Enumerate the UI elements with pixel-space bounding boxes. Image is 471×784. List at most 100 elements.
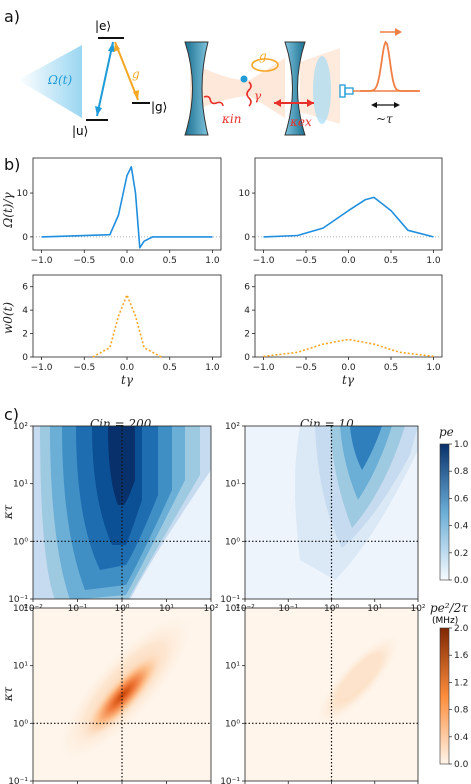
ytick-label-c0: 10⁰ — [13, 537, 28, 547]
ket-u: |u⟩ — [72, 124, 88, 138]
xtick-label-b1: 0.5 — [384, 256, 398, 266]
ytick-label-c2: 10⁻¹ — [8, 777, 28, 784]
ytick-label-b3: 4 — [244, 306, 250, 316]
cavity-field — [190, 58, 285, 118]
ytick-label-c1: 10⁰ — [225, 537, 240, 547]
ytick-label-b2: 2 — [22, 330, 28, 340]
ytick-label-b2: 6 — [22, 283, 28, 293]
panel-label-a: a) — [4, 7, 20, 26]
xtick-label-b1: 1.0 — [426, 256, 441, 266]
ytick-label-c0: 10¹ — [13, 480, 28, 490]
xtick-label-b2: 0.0 — [120, 363, 135, 373]
xtick-label-b0: 0.0 — [120, 256, 135, 266]
colorbar-rate-tick-label: 1.2 — [454, 678, 468, 688]
xtick-label-b2: −0.5 — [73, 363, 95, 373]
ytick-label-c3: 10⁰ — [225, 719, 240, 729]
ylabel-kappatau-top: κτ — [1, 504, 15, 520]
xtick-label-b3: 0.0 — [341, 363, 356, 373]
tau-label: ~τ — [376, 112, 393, 126]
panel-label-b: b) — [4, 155, 20, 174]
series-omega-pulse-right — [263, 196, 434, 238]
xlabel-tgamma-left: tγ — [121, 373, 134, 387]
ytick-label-b0: 10 — [17, 189, 29, 199]
g-label: g — [132, 67, 140, 81]
ket-e: |e⟩ — [95, 19, 111, 33]
colorbar-rate-tick-label: 1.6 — [454, 651, 469, 661]
series-w0-left — [92, 294, 162, 358]
ytick-label-c3: 10² — [225, 604, 240, 614]
colorbar-pe-label: pe — [439, 425, 454, 439]
output-pulse — [360, 40, 420, 92]
ytick-label-c3: 10¹ — [225, 662, 240, 672]
colorbar-rate-tick-label: 0.4 — [454, 733, 469, 743]
xtick-label-c0: 10⁻¹ — [68, 604, 88, 614]
gamma-wiggle — [246, 81, 252, 107]
ytick-label-b3: 0 — [244, 353, 250, 363]
kappa-ex-label: κex — [289, 115, 312, 129]
ytick-label-b1: 10 — [239, 189, 251, 199]
ylabel-omega: Ω(t)/γ — [1, 192, 15, 229]
xtick-label-b3: 0.5 — [384, 363, 398, 373]
lens — [313, 56, 331, 124]
colorbar-pe-tick-label: 0.8 — [454, 467, 469, 477]
fiber-coupler — [339, 84, 346, 98]
colorbar-rate-tick-label: 0.0 — [454, 760, 469, 770]
series-w0-right — [263, 338, 434, 358]
g-loop — [251, 58, 279, 72]
kappa-in-label: κin — [221, 112, 241, 126]
plot-frame-b2 — [32, 274, 222, 358]
heatmap-pe-cin10 — [245, 426, 418, 599]
xtick-label-b0: 0.5 — [163, 256, 177, 266]
xtick-label-b0: −1.0 — [31, 256, 53, 266]
omega-label: Ω(t) — [47, 73, 72, 87]
xtick-label-b2: 0.5 — [163, 363, 177, 373]
colorbar-pe-tick-label: 1.0 — [454, 440, 469, 450]
series-omega-pulse-left — [41, 166, 213, 249]
colorbar-pe-tick-label: 0.0 — [454, 576, 469, 586]
ytick-label-c2: 10² — [13, 604, 28, 614]
xtick-label-b1: −0.5 — [295, 256, 317, 266]
omega-arrow — [96, 41, 114, 117]
ytick-label-b3: 2 — [244, 330, 250, 340]
g-label-cavity: g — [259, 49, 267, 63]
xtick-label-b0: −0.5 — [73, 256, 95, 266]
drive-beam — [18, 45, 82, 118]
colorbar-rate-label: pe²/2τ — [430, 601, 468, 615]
xtick-label-b2: −1.0 — [31, 363, 53, 373]
ylabel-kappatau-bottom: κτ — [1, 686, 15, 702]
colorbar-rate-unit: (MHz) — [432, 616, 458, 626]
colorbar-pe-tick-label: 0.6 — [454, 494, 469, 504]
ytick-label-c1: 10⁻¹ — [220, 595, 240, 605]
colorbar-rate — [439, 627, 450, 765]
ytick-label-b1: 0 — [244, 233, 250, 243]
xtick-label-c1: 10⁻¹ — [278, 604, 298, 614]
input-mirror — [184, 41, 209, 136]
colorbar-rate-tick-label: 2.0 — [454, 624, 469, 634]
ytick-label-c3: 10⁻¹ — [220, 777, 240, 784]
ylabel-w0: w0(t) — [1, 302, 15, 334]
ytick-label-b2: 4 — [22, 306, 28, 316]
xtick-label-b0: 1.0 — [205, 256, 220, 266]
xtick-label-c1: 10¹ — [367, 604, 382, 614]
gamma-label: γ — [254, 89, 262, 103]
ytick-label-b2: 0 — [22, 353, 28, 363]
output-mirror — [284, 41, 306, 136]
xtick-label-b1: 0.0 — [341, 256, 356, 266]
colorbar-pe — [439, 443, 450, 581]
xtick-label-c0: 10¹ — [159, 604, 174, 614]
g-arrow — [114, 41, 139, 101]
xtick-label-b2: 1.0 — [205, 363, 220, 373]
xtick-label-b3: −1.0 — [253, 363, 275, 373]
ytick-label-c0: 10² — [13, 422, 28, 432]
colorbar-pe-tick-label: 0.2 — [454, 549, 468, 559]
xtick-label-b1: −1.0 — [253, 256, 275, 266]
xtick-label-b3: −0.5 — [295, 363, 317, 373]
ytick-label-c2: 10⁰ — [13, 719, 28, 729]
ytick-label-b3: 6 — [244, 283, 250, 293]
ytick-label-c1: 10¹ — [225, 480, 240, 490]
ytick-label-b0: 0 — [22, 233, 28, 243]
xlabel-tgamma-right: tγ — [342, 373, 355, 387]
ket-g: |g⟩ — [151, 100, 167, 114]
